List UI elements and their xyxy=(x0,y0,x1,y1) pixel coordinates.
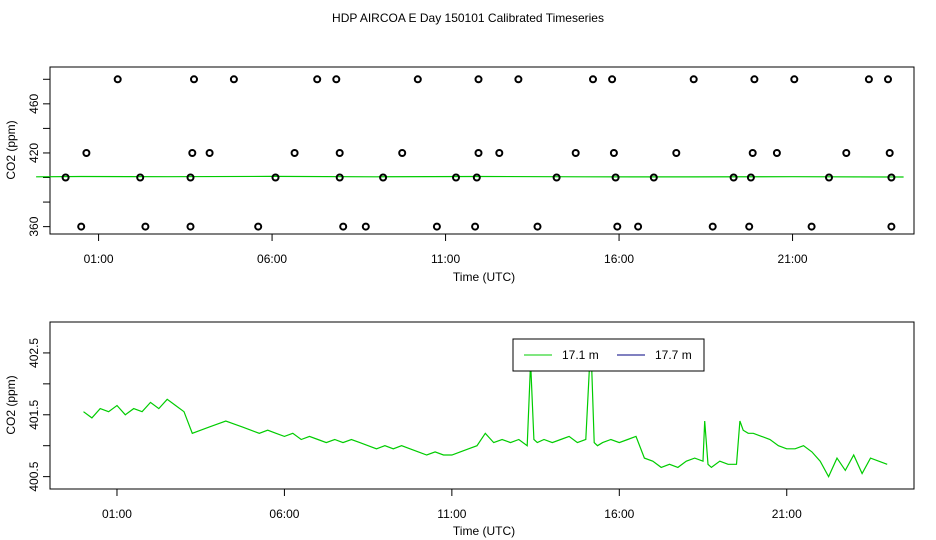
marker-point xyxy=(313,75,322,84)
marker-point xyxy=(335,149,344,157)
marker-point xyxy=(750,75,759,84)
y-axis-label-top: CO2 (ppm) xyxy=(4,120,18,179)
marker-points xyxy=(61,75,896,231)
marker-point xyxy=(571,149,580,157)
marker-point xyxy=(186,173,195,182)
x-tick-label: 01:00 xyxy=(102,507,132,521)
marker-point xyxy=(205,149,214,157)
marker-point xyxy=(472,173,481,182)
marker-point xyxy=(141,222,150,231)
marker-point xyxy=(271,173,280,182)
marker-point xyxy=(790,75,799,84)
marker-point xyxy=(689,75,698,84)
marker-point xyxy=(254,222,263,231)
legend: 17.1 m 17.7 m xyxy=(512,338,705,372)
marker-point xyxy=(495,149,504,157)
x-axis-label-bottom: Time (UTC) xyxy=(453,524,515,538)
marker-point xyxy=(533,222,542,231)
x-tick-label: 21:00 xyxy=(778,252,808,266)
marker-point xyxy=(864,75,873,84)
panel-bottom: 400.5 401.5 402.5 01:00 06:00 11:00 16:00 21:0… xyxy=(4,321,915,538)
marker-point xyxy=(379,173,388,182)
marker-point xyxy=(361,222,370,231)
y-axis-label-bottom: CO2 (ppm) xyxy=(4,375,18,434)
marker-point xyxy=(649,173,658,182)
y-tick-label: 420 xyxy=(27,143,41,163)
legend-label-b: 17.7 m xyxy=(655,348,692,362)
marker-point xyxy=(745,222,754,231)
marker-point xyxy=(772,149,781,157)
marker-point xyxy=(82,149,91,157)
x-tick-label: 16:00 xyxy=(604,507,634,521)
marker-point xyxy=(729,173,738,182)
legend-label-a: 17.1 m xyxy=(562,348,599,362)
marker-point xyxy=(608,75,617,84)
marker-point xyxy=(77,222,86,231)
x-tick-label: 11:00 xyxy=(431,252,460,266)
marker-point xyxy=(474,75,483,84)
x-tick-label: 06:00 xyxy=(269,507,299,521)
marker-point xyxy=(335,173,344,182)
series-lines-bottom xyxy=(83,340,888,478)
marker-point xyxy=(113,75,122,84)
marker-point xyxy=(474,149,483,157)
x-tick-label: 11:00 xyxy=(437,507,466,521)
x-tick-label: 21:00 xyxy=(772,507,802,521)
plot-frame-bottom xyxy=(49,321,915,490)
series-line-17-1m-top xyxy=(36,175,904,178)
marker-point xyxy=(634,222,643,231)
marker-point xyxy=(552,173,561,182)
marker-point xyxy=(746,173,755,182)
marker-point xyxy=(452,173,460,182)
y-axis-top: 360 420 460 xyxy=(27,78,50,237)
marker-point xyxy=(887,222,896,231)
marker-point xyxy=(708,222,717,231)
x-axis-bottom: 01:00 06:00 11:00 16:00 21:00 xyxy=(102,489,802,521)
chart-title: HDP AIRCOA E Day 150101 Calibrated Times… xyxy=(332,11,604,25)
y-axis-bottom: 400.5 401.5 402.5 xyxy=(27,338,50,492)
x-tick-label: 06:00 xyxy=(257,252,287,266)
marker-point xyxy=(887,173,896,182)
y-tick-label: 401.5 xyxy=(27,399,41,429)
marker-point xyxy=(229,75,238,84)
y-tick-label: 402.5 xyxy=(27,338,41,368)
marker-point xyxy=(332,75,341,84)
marker-point xyxy=(398,149,407,157)
marker-point xyxy=(884,75,892,84)
marker-point xyxy=(432,222,441,231)
marker-point xyxy=(609,149,618,157)
marker-point xyxy=(825,173,833,182)
x-tick-label: 01:00 xyxy=(84,252,114,266)
marker-point xyxy=(339,222,348,231)
series-line-top xyxy=(36,175,904,178)
x-axis-label-top: Time (UTC) xyxy=(453,270,515,284)
marker-point xyxy=(672,149,681,157)
y-tick-label: 460 xyxy=(27,94,41,114)
marker-point xyxy=(842,149,851,157)
marker-point xyxy=(413,75,422,84)
marker-point xyxy=(136,173,145,182)
marker-point xyxy=(589,75,597,84)
marker-point xyxy=(807,222,816,231)
x-tick-label: 16:00 xyxy=(604,252,634,266)
marker-point xyxy=(290,149,299,157)
panel-top: 360 420 460 01:00 06:00 11:00 16:00 21:00 Time… xyxy=(4,66,915,284)
marker-point xyxy=(748,149,757,157)
marker-point xyxy=(61,173,70,182)
series-line-17-1m xyxy=(83,340,888,478)
marker-point xyxy=(514,75,523,84)
marker-point xyxy=(190,75,198,84)
y-tick-label: 360 xyxy=(27,216,41,236)
marker-point xyxy=(613,222,622,231)
marker-point xyxy=(885,149,894,157)
marker-point xyxy=(611,173,620,182)
marker-point xyxy=(188,149,197,157)
x-axis-top: 01:00 06:00 11:00 16:00 21:00 xyxy=(84,234,808,266)
marker-point xyxy=(471,222,480,231)
marker-point xyxy=(186,222,195,231)
plot-frame-top xyxy=(49,66,915,235)
y-tick-label: 400.5 xyxy=(27,461,41,491)
